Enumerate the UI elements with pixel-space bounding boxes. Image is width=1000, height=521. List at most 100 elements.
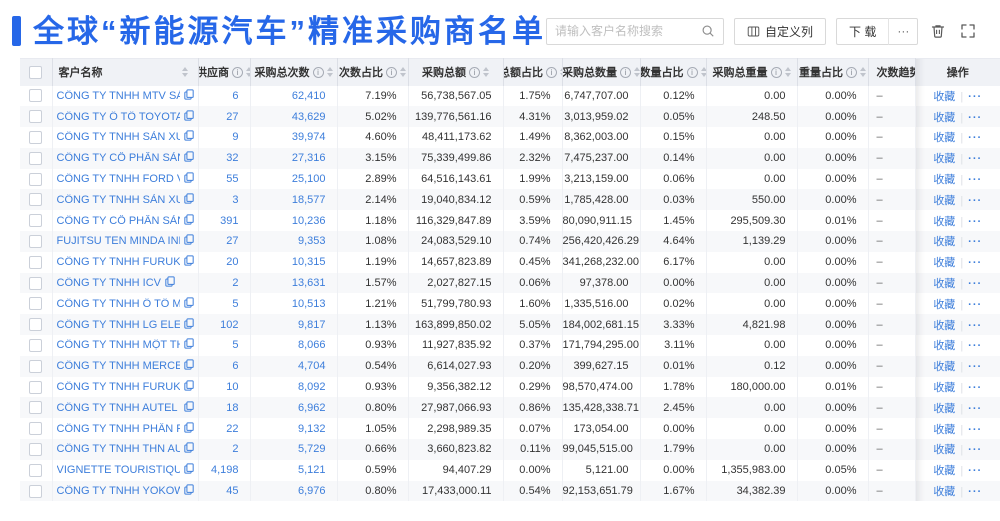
more-actions[interactable]: ··· (968, 236, 983, 249)
total_count-value[interactable]: 25,100 (291, 173, 326, 186)
row-checkbox[interactable] (29, 172, 43, 186)
more-actions[interactable]: ··· (968, 278, 983, 291)
company-name-link[interactable]: CÔNG TY TNHH FORD VIỆT NAM (56, 173, 180, 186)
more-actions[interactable]: ··· (968, 298, 983, 311)
total_count-value[interactable]: 8,066 (297, 339, 326, 352)
column-header-weight-share[interactable]: 重量占比 i (797, 58, 869, 86)
company-name-link[interactable]: VIGNETTE TOURISTIQUE G UNI... (56, 464, 180, 477)
custom-columns-button[interactable]: 自定义列 (734, 17, 827, 45)
company-name-link[interactable]: CÔNG TY TNHH ICV (56, 277, 162, 290)
column-header-suppliers[interactable]: 供应商 i (198, 58, 251, 86)
copy-icon[interactable] (183, 463, 194, 477)
favorite-action[interactable]: 收藏 (933, 174, 956, 187)
total_count-value[interactable]: 10,315 (291, 256, 326, 269)
copy-icon[interactable] (183, 130, 194, 144)
column-header-quantity-share[interactable]: 数量占比 i (640, 58, 707, 86)
copy-icon[interactable] (183, 193, 194, 207)
total_count-value[interactable]: 39,974 (291, 131, 326, 144)
copy-icon[interactable] (183, 318, 194, 332)
favorite-action[interactable]: 收藏 (933, 194, 956, 207)
company-name-link[interactable]: CÔNG TY TNHH FURUKAWA A... (56, 256, 180, 269)
suppliers-value[interactable]: 5 (232, 339, 239, 352)
more-actions[interactable]: ··· (968, 319, 983, 332)
total_count-value[interactable]: 6,962 (297, 401, 326, 414)
copy-icon[interactable] (183, 234, 194, 248)
column-header-customer-name[interactable]: 客户名称 (52, 58, 199, 86)
company-name-link[interactable]: CÔNG TY Ô TÔ TOYOTA VIỆT ... (56, 110, 180, 123)
favorite-action[interactable]: 收藏 (933, 236, 956, 249)
total_count-value[interactable]: 27,316 (291, 152, 326, 165)
column-header-total-amount[interactable]: 采购总额 i (408, 58, 504, 86)
favorite-action[interactable]: 收藏 (933, 465, 956, 478)
row-checkbox[interactable] (29, 276, 43, 290)
sort-icon[interactable] (560, 67, 562, 78)
favorite-action[interactable]: 收藏 (933, 298, 956, 311)
total_count-value[interactable]: 5,729 (297, 443, 326, 456)
company-name-link[interactable]: CÔNG TY TNHH AUTEL VIỆT N... (56, 401, 180, 414)
favorite-action[interactable]: 收藏 (933, 382, 956, 395)
more-actions[interactable]: ··· (968, 132, 983, 145)
more-actions[interactable]: ··· (968, 174, 983, 187)
total_count-value[interactable]: 62,410 (291, 89, 326, 102)
favorite-action[interactable]: 收藏 (933, 486, 956, 499)
suppliers-value[interactable]: 22 (226, 422, 239, 435)
copy-icon[interactable] (183, 359, 194, 373)
suppliers-value[interactable]: 391 (220, 214, 239, 227)
copy-icon[interactable] (183, 297, 194, 311)
sort-icon[interactable] (634, 67, 640, 78)
row-checkbox[interactable] (29, 380, 43, 394)
total_count-value[interactable]: 9,132 (297, 422, 326, 435)
company-name-link[interactable]: CÔNG TY TNHH FURUKAWA A... (56, 381, 180, 394)
column-header-total-purchases[interactable]: 采购总次数 i (250, 58, 338, 86)
company-name-link[interactable]: CÔNG TY TNHH MERCEDES–B... (56, 360, 180, 373)
suppliers-value[interactable]: 45 (226, 485, 239, 498)
favorite-action[interactable]: 收藏 (933, 215, 956, 228)
favorite-action[interactable]: 收藏 (933, 361, 956, 374)
row-checkbox[interactable] (29, 463, 43, 477)
suppliers-value[interactable]: 27 (226, 235, 239, 248)
suppliers-value[interactable]: 5 (232, 297, 239, 310)
row-checkbox[interactable] (29, 318, 43, 332)
copy-icon[interactable] (183, 380, 194, 394)
column-header-total-weight[interactable]: 采购总重量 i (706, 58, 798, 86)
suppliers-value[interactable]: 6 (232, 360, 239, 373)
suppliers-value[interactable]: 20 (226, 256, 239, 269)
more-actions[interactable]: ··· (968, 465, 983, 478)
suppliers-value[interactable]: 2 (232, 443, 239, 456)
copy-icon[interactable] (165, 276, 175, 290)
suppliers-value[interactable]: 27 (226, 110, 239, 123)
more-actions[interactable]: ··· (968, 153, 983, 166)
total_count-value[interactable]: 10,236 (291, 214, 326, 227)
favorite-action[interactable]: 收藏 (933, 423, 956, 436)
row-checkbox[interactable] (29, 255, 43, 269)
favorite-action[interactable]: 收藏 (933, 402, 956, 415)
copy-icon[interactable] (183, 110, 194, 124)
favorite-action[interactable]: 收藏 (933, 257, 956, 270)
suppliers-value[interactable]: 9 (232, 131, 239, 144)
favorite-action[interactable]: 收藏 (933, 278, 956, 291)
row-checkbox[interactable] (29, 484, 43, 498)
favorite-action[interactable]: 收藏 (933, 153, 956, 166)
total_count-value[interactable]: 10,513 (291, 297, 326, 310)
sort-icon[interactable] (784, 67, 791, 78)
more-actions[interactable]: ··· (968, 111, 983, 124)
more-actions[interactable]: ··· (968, 486, 983, 499)
more-actions[interactable]: ··· (968, 382, 983, 395)
company-name-link[interactable]: CÔNG TY TNHH LG ELECTRON... (56, 318, 180, 331)
row-checkbox[interactable] (29, 110, 43, 124)
download-more-button[interactable]: ··· (888, 17, 919, 45)
total_count-value[interactable]: 5,121 (297, 464, 326, 477)
fullscreen-button[interactable] (958, 23, 978, 39)
favorite-action[interactable]: 收藏 (933, 340, 956, 353)
favorite-action[interactable]: 收藏 (933, 90, 956, 103)
row-checkbox[interactable] (29, 359, 43, 373)
copy-icon[interactable] (183, 338, 194, 352)
suppliers-value[interactable]: 3 (232, 193, 239, 206)
copy-icon[interactable] (183, 442, 194, 456)
total_count-value[interactable]: 43,629 (291, 110, 326, 123)
more-actions[interactable]: ··· (968, 402, 983, 415)
search-icon[interactable] (701, 24, 715, 38)
total_count-value[interactable]: 13,631 (291, 277, 326, 290)
column-header-count-share[interactable]: 次数占比 i (337, 58, 409, 86)
sort-icon[interactable] (246, 67, 250, 78)
